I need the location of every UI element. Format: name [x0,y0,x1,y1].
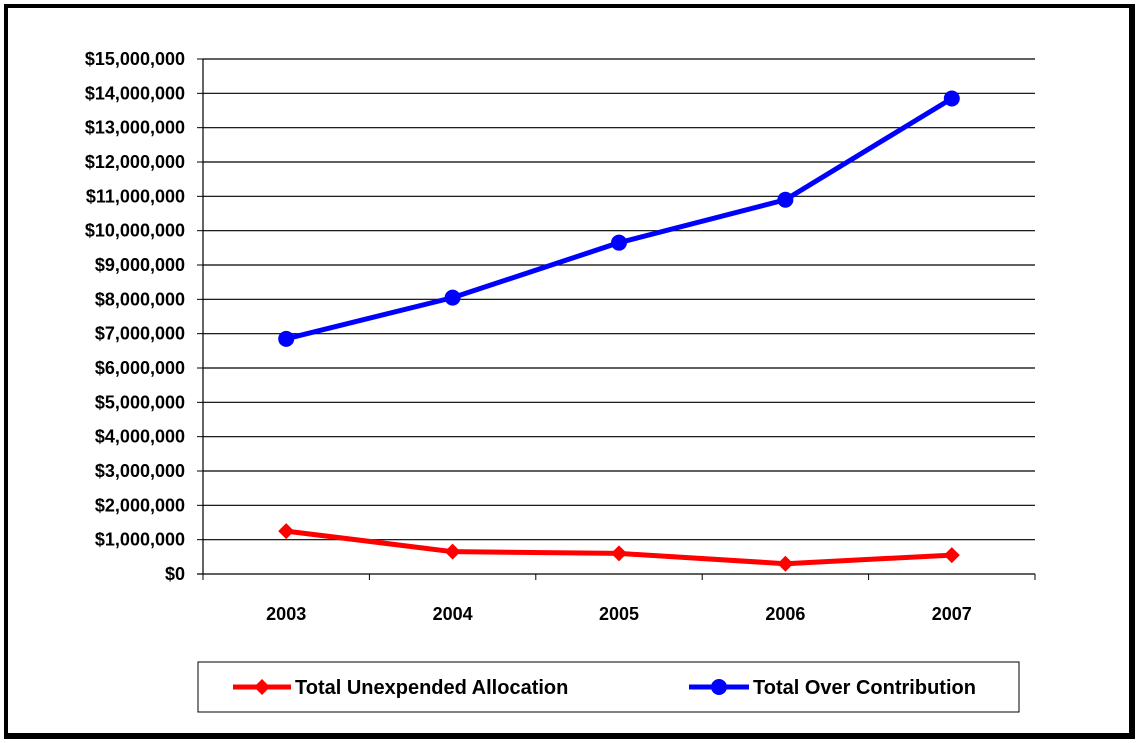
data-point-unexpended [278,523,295,540]
series-line-over-contribution [285,96,954,342]
y-tick-label: $14,000,000 [85,83,185,103]
legend-item-over-contribution: Total Over Contribution [689,677,976,699]
y-tick-label: $8,000,000 [95,289,185,309]
axes [197,58,1036,580]
x-tick-label: 2004 [433,604,473,624]
y-tick-label: $9,000,000 [95,255,185,275]
data-point-over-contribution [943,90,960,107]
y-tick-label: $7,000,000 [95,324,185,344]
y-tick-label: $11,000,000 [86,186,185,206]
legend-diamond-marker [254,679,270,695]
data-series [278,90,960,572]
data-point-unexpended [444,543,461,560]
y-tick-label: $5,000,000 [95,392,185,412]
y-tick-label: $1,000,000 [95,530,185,550]
y-tick-label: $13,000,000 [85,118,185,138]
y-tick-label: $3,000,000 [95,461,185,481]
legend-circle-marker [711,679,727,695]
data-point-unexpended [943,547,960,564]
data-point-unexpended [611,545,627,562]
y-tick-label: $4,000,000 [95,427,185,447]
y-axis-tick-labels: $0 $1,000,000 $2,000,000 $3,000,000 $4,000,0… [85,49,185,584]
data-point-over-contribution [611,234,627,251]
x-axis-tick-labels: 2003 2004 2005 2006 2007 [266,604,972,624]
x-tick-label: 2006 [765,604,805,624]
gridlines [203,58,1035,541]
x-tick-label: 2007 [932,604,972,624]
chart-frame [4,4,1135,739]
data-point-unexpended [777,555,794,572]
data-point-over-contribution [278,330,295,347]
y-tick-label: $10,000,000 [85,221,185,241]
x-tick-label: 2003 [266,604,306,624]
legend-label-unexpended: Total Unexpended Allocation [295,677,568,699]
y-tick-label: $12,000,000 [85,152,185,172]
y-tick-label: $0 [165,564,185,584]
y-tick-label: $15,000,000 [85,49,185,69]
legend: Total Unexpended Allocation Total Over C… [197,661,1020,713]
legend-item-unexpended: Total Unexpended Allocation [233,677,568,699]
x-tick-label: 2005 [599,604,639,624]
legend-box [197,661,1020,713]
y-tick-label: $2,000,000 [95,495,185,515]
legend-label-over-contribution: Total Over Contribution [753,677,976,699]
y-tick-label: $6,000,000 [95,358,185,378]
data-point-over-contribution [444,289,461,306]
data-point-over-contribution [777,191,794,208]
